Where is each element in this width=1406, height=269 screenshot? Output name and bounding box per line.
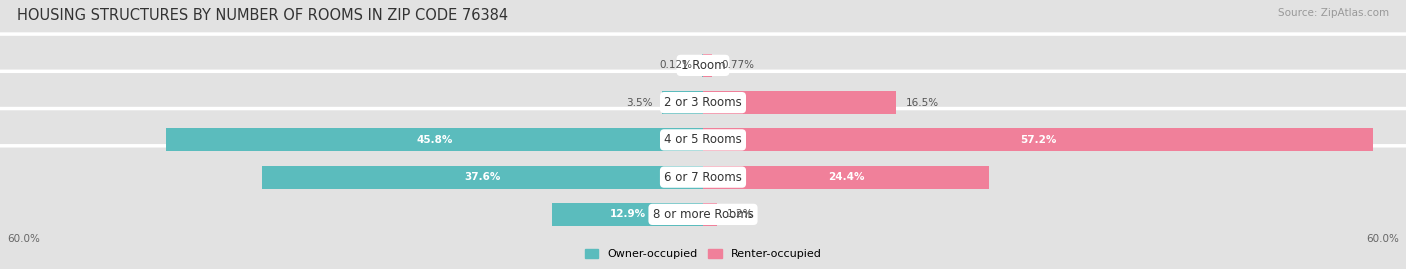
Bar — [166, 128, 703, 151]
Text: 24.4%: 24.4% — [828, 172, 865, 182]
Text: HOUSING STRUCTURES BY NUMBER OF ROOMS IN ZIP CODE 76384: HOUSING STRUCTURES BY NUMBER OF ROOMS IN… — [17, 8, 508, 23]
Text: 1 Room: 1 Room — [681, 59, 725, 72]
Text: 12.9%: 12.9% — [609, 209, 645, 220]
Bar — [703, 128, 1374, 151]
Text: 60.0%: 60.0% — [1367, 234, 1399, 244]
Text: 6 or 7 Rooms: 6 or 7 Rooms — [664, 171, 742, 184]
FancyBboxPatch shape — [0, 109, 1406, 246]
FancyBboxPatch shape — [0, 34, 1406, 171]
FancyBboxPatch shape — [0, 146, 1406, 269]
Text: 60.0%: 60.0% — [7, 234, 39, 244]
Bar — [263, 166, 703, 189]
Legend: Owner-occupied, Renter-occupied: Owner-occupied, Renter-occupied — [581, 244, 825, 263]
Text: 57.2%: 57.2% — [1019, 135, 1056, 145]
Bar — [703, 54, 711, 77]
Bar — [703, 91, 897, 114]
Text: 8 or more Rooms: 8 or more Rooms — [652, 208, 754, 221]
Text: 2 or 3 Rooms: 2 or 3 Rooms — [664, 96, 742, 109]
Bar — [703, 203, 717, 226]
Text: 45.8%: 45.8% — [416, 135, 453, 145]
Text: 16.5%: 16.5% — [905, 98, 939, 108]
FancyBboxPatch shape — [0, 71, 1406, 208]
Bar — [703, 166, 988, 189]
Text: 0.77%: 0.77% — [721, 60, 755, 70]
FancyBboxPatch shape — [0, 0, 1406, 134]
Bar — [662, 91, 703, 114]
Bar — [551, 203, 703, 226]
Text: 37.6%: 37.6% — [464, 172, 501, 182]
Text: Source: ZipAtlas.com: Source: ZipAtlas.com — [1278, 8, 1389, 18]
Text: 1.2%: 1.2% — [727, 209, 754, 220]
Text: 0.12%: 0.12% — [659, 60, 692, 70]
Text: 4 or 5 Rooms: 4 or 5 Rooms — [664, 133, 742, 146]
Text: 3.5%: 3.5% — [626, 98, 652, 108]
